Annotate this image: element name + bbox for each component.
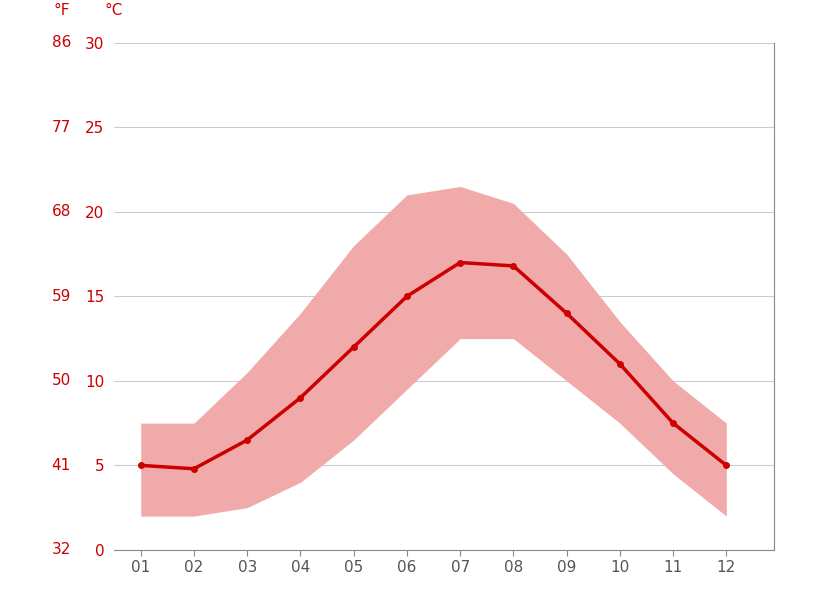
Text: 50: 50 xyxy=(51,373,71,389)
Text: °F: °F xyxy=(53,3,69,18)
Text: 59: 59 xyxy=(51,289,71,304)
Text: 68: 68 xyxy=(51,204,71,219)
Text: 41: 41 xyxy=(51,458,71,473)
Text: 86: 86 xyxy=(51,35,71,50)
Text: 32: 32 xyxy=(51,543,71,557)
Text: 77: 77 xyxy=(51,120,71,135)
Text: °C: °C xyxy=(105,3,123,18)
